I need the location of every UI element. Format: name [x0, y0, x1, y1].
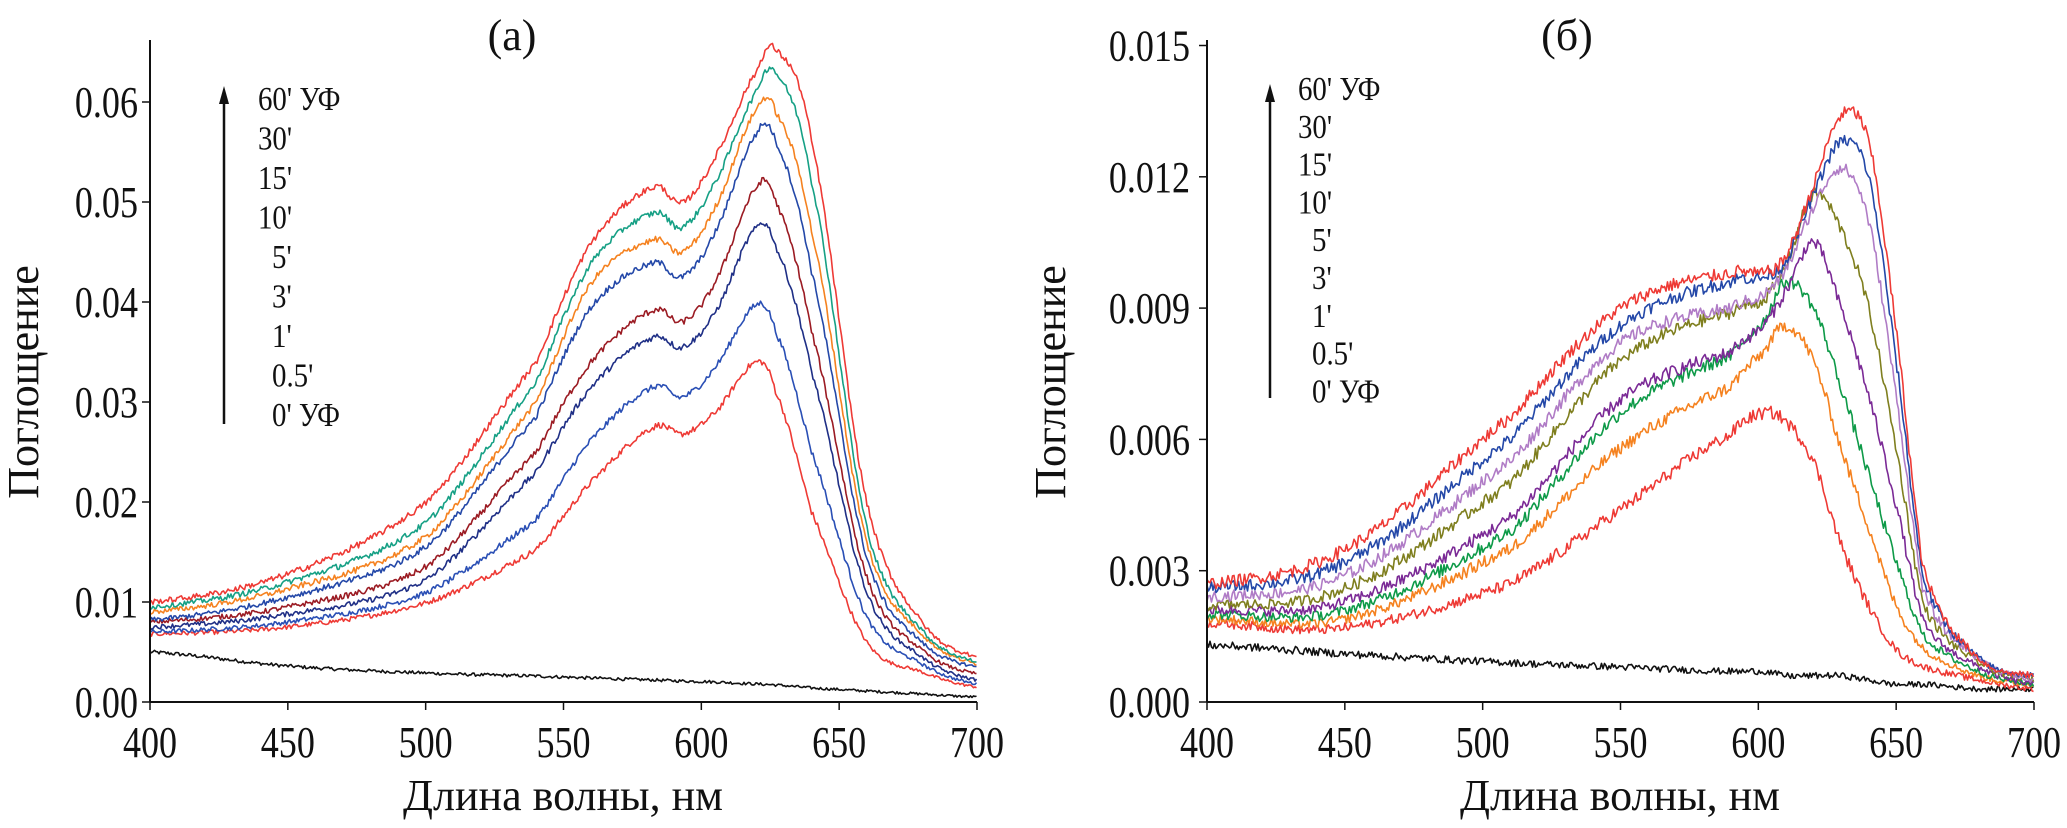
- y-tick-label: 0.03: [75, 378, 138, 427]
- x-tick-label: 400: [123, 718, 177, 767]
- panel-a-y-ticks: 0.00 0.01 0.02 0.03 0.04 0.05 0.06: [75, 78, 150, 727]
- x-tick-label: 500: [399, 718, 453, 767]
- series-line-3min: [1206, 275, 2035, 688]
- series-line-5min: [1206, 238, 2035, 686]
- x-tick-label: 600: [674, 718, 728, 767]
- legend-entry: 10': [1298, 183, 1332, 221]
- panel-b-x-ticks: 400 450 500 550 600 650 700: [1180, 702, 2061, 767]
- panel-b-y-axis-title: Поглощение: [1026, 265, 1075, 499]
- series-line-1min: [1206, 322, 2034, 687]
- series-line-60min: [149, 42, 977, 658]
- panel-b-curves: [1206, 106, 2035, 693]
- legend-entry: 5': [272, 238, 292, 276]
- series-line-10min: [1206, 186, 2035, 684]
- panel-a: (а) 0.00 0.01 0.02 0.03 0.04 0.05 0.06 400 450 5…: [0, 11, 1004, 820]
- y-tick-label: 0.003: [1109, 546, 1190, 595]
- legend-entry: 30': [258, 119, 292, 157]
- x-tick-label: 700: [950, 718, 1004, 767]
- arrow-up-icon: [219, 86, 229, 104]
- legend-entry: 3': [272, 277, 292, 315]
- series-line-0min: [1206, 640, 2034, 693]
- x-tick-label: 550: [1593, 718, 1647, 767]
- y-tick-label: 0.04: [75, 278, 138, 327]
- series-line-1min: [149, 300, 978, 686]
- x-tick-label: 450: [1318, 718, 1372, 767]
- legend-entry: 10': [258, 198, 292, 236]
- legend-entry: 0' УФ: [272, 396, 340, 434]
- y-tick-label: 0.02: [75, 478, 138, 527]
- legend-entry: 5': [1312, 221, 1332, 259]
- legend-entry: 15': [258, 159, 292, 197]
- legend-entry: 1': [272, 317, 292, 355]
- panel-a-curves: [149, 42, 978, 699]
- series-line-60min: [1206, 106, 2035, 679]
- x-tick-label: 600: [1731, 718, 1785, 767]
- y-tick-label: 0.01: [75, 578, 138, 627]
- series-line-5min: [149, 176, 977, 675]
- legend-entry: 60' УФ: [258, 80, 340, 118]
- y-tick-label: 0.012: [1109, 152, 1190, 201]
- series-line-30min: [1206, 134, 2035, 678]
- x-tick-label: 400: [1180, 718, 1234, 767]
- panel-b-y-ticks: 0.000 0.003 0.006 0.009 0.012 0.015: [1109, 21, 1207, 727]
- series-line-0.5min: [149, 359, 977, 689]
- y-tick-label: 0.06: [75, 78, 138, 127]
- panel-a-x-ticks: 400 450 500 550 600 650 700: [123, 702, 1004, 767]
- y-tick-label: 0.00: [75, 678, 138, 727]
- arrow-up-icon: [1265, 84, 1275, 102]
- y-tick-label: 0.009: [1109, 284, 1190, 333]
- legend-entry: 60' УФ: [1298, 70, 1380, 108]
- legend-entry: 1': [1312, 297, 1332, 335]
- panel-b-title: (б): [1541, 11, 1593, 60]
- y-tick-label: 0.05: [75, 178, 138, 227]
- series-line-15min: [150, 96, 977, 666]
- y-tick-label: 0.006: [1109, 415, 1190, 464]
- x-tick-label: 500: [1456, 718, 1510, 767]
- panel-a-x-axis-title: Длина волны, нм: [403, 771, 723, 820]
- series-line-10min: [149, 122, 977, 668]
- legend-entry: 3': [1312, 259, 1332, 297]
- series-line-0min: [149, 649, 977, 699]
- panel-a-title: (а): [488, 11, 537, 60]
- series-line-30min: [149, 66, 977, 663]
- panel-b: (б) 0.000 0.003 0.006 0.009 0.012 0.015 400 45…: [1026, 11, 2061, 820]
- legend-entry: 0' УФ: [1312, 372, 1380, 410]
- legend-entry: 0.5': [1312, 334, 1353, 372]
- legend-entry: 15': [1298, 145, 1332, 183]
- x-tick-label: 550: [536, 718, 590, 767]
- panel-b-x-axis-title: Длина волны, нм: [1460, 771, 1780, 820]
- series-line-0.5min: [1206, 405, 2034, 693]
- legend-entry: 30': [1298, 108, 1332, 146]
- x-tick-label: 650: [812, 718, 866, 767]
- series-line-3min: [149, 222, 978, 682]
- y-tick-label: 0.015: [1109, 21, 1190, 70]
- series-line-15min: [1206, 163, 2034, 683]
- x-tick-label: 450: [261, 718, 315, 767]
- x-tick-label: 700: [2007, 718, 2061, 767]
- panel-a-y-axis-title: Поглощение: [0, 265, 48, 499]
- y-tick-label: 0.000: [1109, 678, 1190, 727]
- x-tick-label: 650: [1869, 718, 1923, 767]
- legend-entry: 0.5': [272, 356, 313, 394]
